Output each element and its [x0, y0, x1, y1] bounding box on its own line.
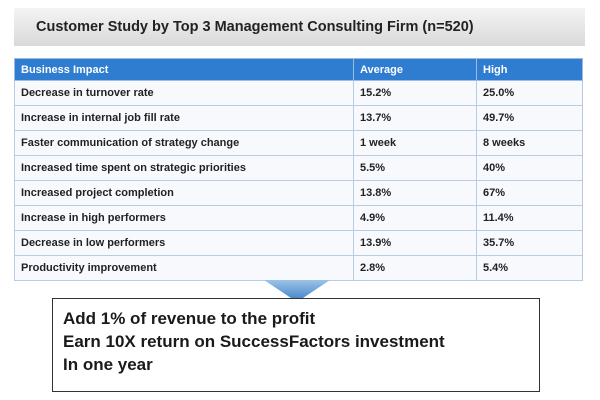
callout-line: Add 1% of revenue to the profit	[63, 309, 316, 328]
table-cell: 67%	[476, 180, 583, 206]
table-row: Increase in high performers 4.9% 11.4%	[14, 205, 583, 231]
table-cell: 5.4%	[476, 255, 583, 281]
table-row: Faster communication of strategy change 1…	[14, 130, 583, 156]
table-cell: 13.8%	[353, 180, 477, 206]
table-row: Increased project completion 13.8% 67%	[14, 180, 583, 206]
table-row: Increase in internal job fill rate 13.7% 4…	[14, 105, 583, 131]
table-row: Decrease in low performers 13.9% 35.7%	[14, 230, 583, 256]
table-cell: Faster communication of strategy change	[14, 130, 354, 156]
table-row: Increased time spent on strategic priori…	[14, 155, 583, 181]
table-cell: 25.0%	[476, 80, 583, 106]
table-cell: 11.4%	[476, 205, 583, 231]
table-cell: 5.5%	[353, 155, 477, 181]
table-cell: Increased project completion	[14, 180, 354, 206]
table-cell: Increased time spent on strategic priori…	[14, 155, 354, 181]
title: Customer Study by Top 3 Management Consu…	[14, 8, 585, 46]
table-body: Decrease in turnover rate 15.2% 25.0% Incre…	[14, 80, 583, 281]
down-arrow	[264, 280, 330, 302]
table-cell: 49.7%	[476, 105, 583, 131]
table-cell: 40%	[476, 155, 583, 181]
callout-line: Earn 10X return on SuccessFactors invest…	[63, 332, 445, 351]
table-row: Decrease in turnover rate 15.2% 25.0%	[14, 80, 583, 106]
table-cell: Increase in internal job fill rate	[14, 105, 354, 131]
table-cell: Productivity improvement	[14, 255, 354, 281]
table-cell: Decrease in low performers	[14, 230, 354, 256]
callout-box: Add 1% of revenue to the profit Earn 10X …	[52, 298, 540, 392]
table-cell: 15.2%	[353, 80, 477, 106]
table-cell: 2.8%	[353, 255, 477, 281]
table-cell: 4.9%	[353, 205, 477, 231]
table-cell: 35.7%	[476, 230, 583, 256]
table-row: Productivity improvement 2.8% 5.4%	[14, 255, 583, 281]
header-cell: Business Impact	[14, 58, 354, 81]
table-cell: 8 weeks	[476, 130, 583, 156]
callout-line: In one year	[63, 355, 153, 374]
header-cell: High	[476, 58, 583, 81]
impact-table: Business Impact Average High Decrease in t…	[14, 58, 583, 281]
header-row: Business Impact Average High	[14, 58, 583, 81]
table-cell: Increase in high performers	[14, 205, 354, 231]
table-cell: Decrease in turnover rate	[14, 80, 354, 106]
table-cell: 1 week	[353, 130, 477, 156]
header-cell: Average	[353, 58, 477, 81]
table-cell: 13.7%	[353, 105, 477, 131]
table-cell: 13.9%	[353, 230, 477, 256]
